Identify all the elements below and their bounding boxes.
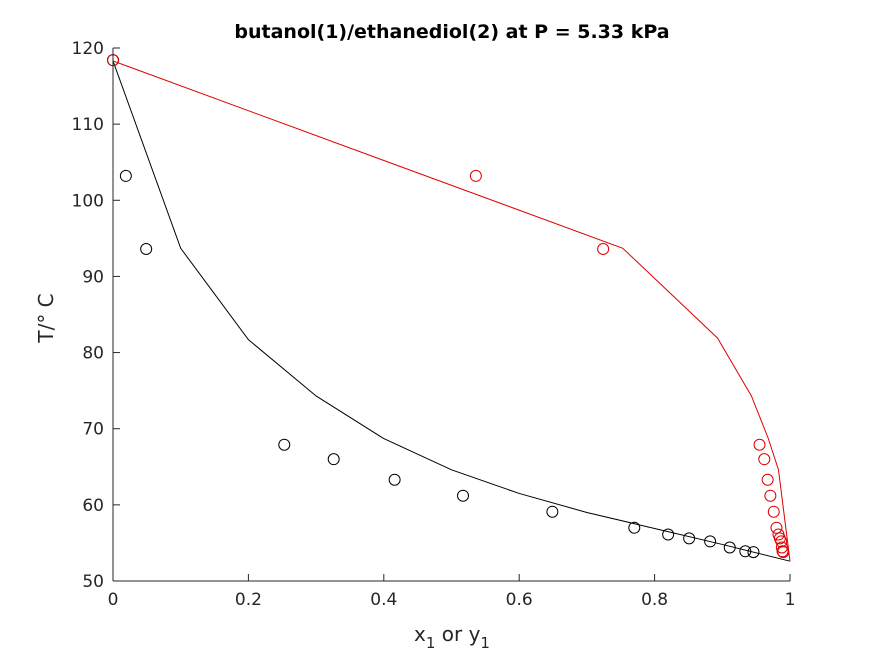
y-tick-label: 100 [72,191,104,211]
vapor-data-point [764,489,777,502]
vapor-data-point [761,473,774,486]
y-tick-label: 70 [82,420,104,440]
x-axis-label-main: x [414,622,426,646]
vapor-data-point [775,541,788,554]
x-tick-label: 0.8 [641,590,668,610]
x-tick-label: 0 [108,590,119,610]
y-tick-label: 50 [82,572,104,592]
liquid-data-point [546,505,559,518]
axes-layer: 0 0.2 0.4 0.6 0.8 1 50 60 70 80 90 100 110 120 [72,39,796,610]
vapor-data-point [776,545,789,558]
x-tick-label: 0.2 [235,590,262,610]
liquid-data-point [119,169,132,182]
liquid-data-point [704,535,717,548]
liquid-data-point [683,532,696,545]
x-axis-label-sub1: 1 [426,634,436,652]
vapor-data-point [770,521,783,534]
liquid-data-point [327,453,340,466]
x-axis-label-mid: or y [435,622,480,646]
y-tick-label: 90 [82,267,104,287]
vapor-data-point [777,546,790,559]
vapor-data-point [469,169,482,182]
liquid-data-point [723,541,736,554]
vapor-data-point [597,243,610,256]
vapor-data-point [753,438,766,451]
liquid-data-point [662,528,675,541]
chart-title: butanol(1)/ethanediol(2) at P = 5.33 kPa [234,21,669,43]
x-tick-label: 0.6 [506,590,533,610]
y-axis-label: T/° C [34,293,58,343]
y-tick-label: 60 [82,496,104,516]
liquid-data-point [388,473,401,486]
y-tick-label: 80 [82,344,104,364]
plot-layer [107,54,791,562]
liquid-data-point [628,521,641,534]
y-tick-label: 120 [72,39,104,59]
liquid-data-point [747,546,760,559]
x-tick-label: 1 [785,590,796,610]
liquid-data-point [739,545,752,558]
x-axis-label-sub2: 1 [480,634,490,652]
vapor-data-point [758,453,771,466]
liquid-data-point [278,438,291,451]
liquid-data-point [457,489,470,502]
vapor-model-line [112,60,791,562]
liquid-model-line [112,60,791,562]
vapor-data-point [767,505,780,518]
y-tick-label: 110 [72,115,104,135]
x-tick-label: 0.4 [370,590,397,610]
liquid-data-point [140,243,153,256]
x-axis-label: x1 or y1 [414,622,490,652]
series-group [107,54,791,562]
